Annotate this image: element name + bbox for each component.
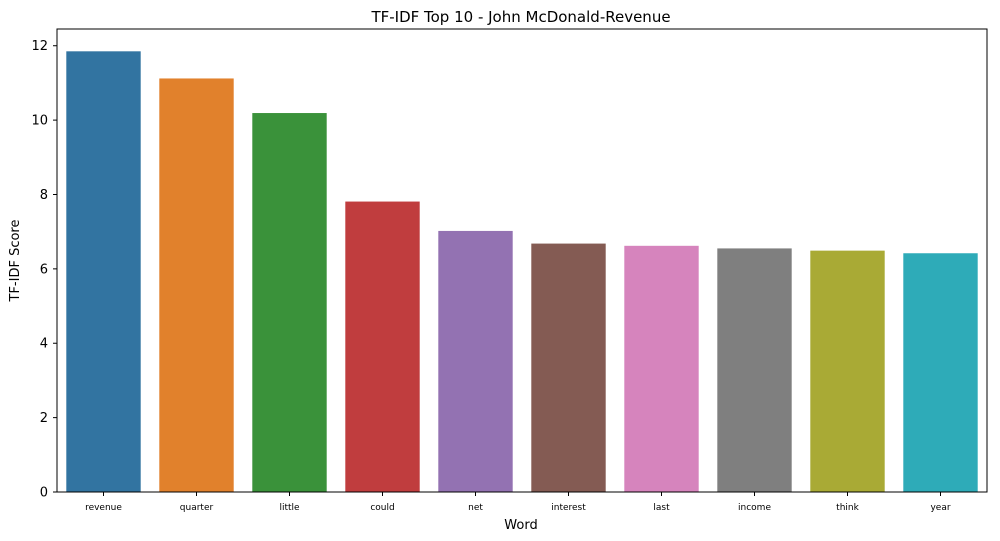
y-axis: 0 2 4 6 8 10 12: [31, 39, 57, 501]
y-tick-label-0: 0: [40, 486, 48, 501]
y-tick-label-10: 10: [31, 114, 48, 129]
bar-interest: [531, 243, 606, 492]
x-tick-label-quarter: quarter: [180, 503, 214, 513]
bar-could: [345, 201, 420, 492]
x-tick-label-last: last: [653, 503, 670, 513]
x-tick-label-think: think: [836, 503, 859, 513]
x-axis: revenue quarter little could net interest last…: [85, 492, 951, 513]
y-tick-label-12: 12: [31, 39, 48, 54]
y-tick-label-2: 2: [40, 411, 48, 426]
bar-year: [903, 253, 978, 492]
x-tick-label-revenue: revenue: [85, 503, 122, 513]
y-tick-label-8: 8: [40, 188, 48, 203]
bars-group: [66, 51, 978, 493]
x-tick-label-income: income: [738, 503, 771, 513]
plot-frame: [56, 28, 988, 493]
bar-little: [252, 113, 327, 493]
x-tick-label-little: little: [279, 503, 300, 513]
y-tick-label-4: 4: [40, 337, 48, 352]
bar-net: [438, 230, 513, 492]
x-tick-label-net: net: [468, 503, 483, 513]
bar-quarter: [159, 78, 234, 492]
x-tick-label-could: could: [370, 503, 394, 513]
bar-revenue: [66, 51, 141, 492]
bar-last: [624, 245, 699, 492]
y-tick-label-6: 6: [40, 262, 48, 277]
x-tick-label-interest: interest: [551, 503, 586, 513]
chart-title: TF-IDF Top 10 - John McDonald-Revenue: [370, 8, 670, 26]
x-tick-label-year: year: [930, 503, 950, 513]
x-axis-label: Word: [504, 518, 537, 533]
bar-think: [810, 250, 885, 492]
y-axis-label: TF-IDF Score: [8, 220, 23, 303]
bar-income: [717, 248, 792, 492]
